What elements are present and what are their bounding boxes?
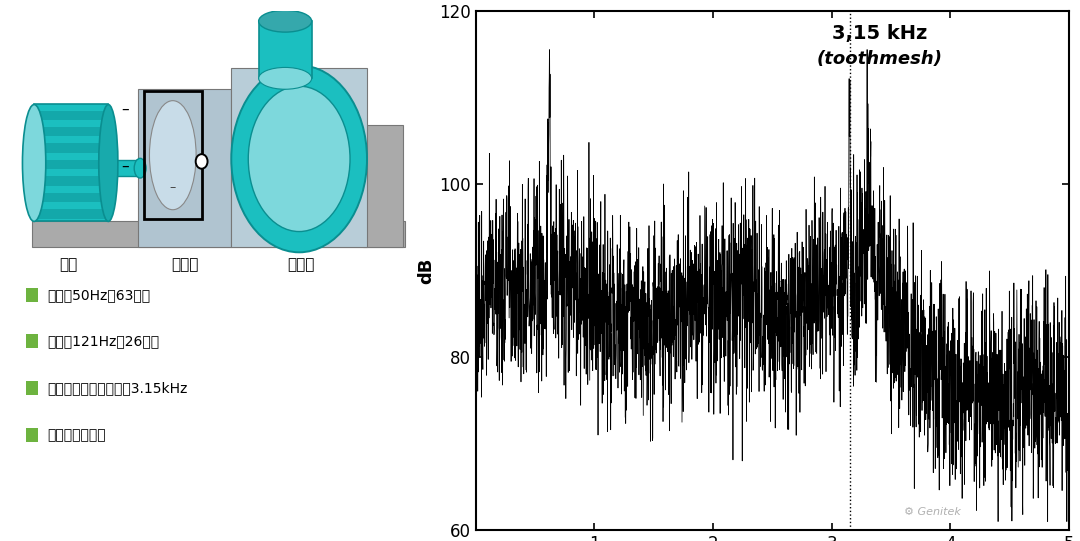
Text: –: – — [121, 159, 130, 174]
Text: –: – — [121, 102, 130, 117]
Text: (toothmesh): (toothmesh) — [816, 50, 942, 68]
Ellipse shape — [231, 65, 367, 252]
Ellipse shape — [248, 86, 350, 232]
Text: 电机: 电机 — [59, 258, 77, 273]
Polygon shape — [35, 110, 108, 120]
Y-axis label: dB: dB — [417, 258, 435, 283]
Ellipse shape — [134, 159, 146, 178]
Polygon shape — [26, 288, 39, 302]
Ellipse shape — [98, 104, 118, 221]
Polygon shape — [35, 193, 108, 202]
Circle shape — [195, 154, 207, 169]
Polygon shape — [26, 428, 39, 442]
Polygon shape — [231, 68, 367, 247]
Polygon shape — [35, 104, 108, 221]
Ellipse shape — [258, 68, 312, 89]
Polygon shape — [35, 127, 108, 136]
Text: 频谱图中看到啬合频獴3.15kHz: 频谱图中看到啬合频獴3.15kHz — [46, 381, 187, 395]
Polygon shape — [35, 176, 108, 186]
Ellipse shape — [258, 10, 312, 32]
Text: 离心泵: 离心泵 — [287, 258, 315, 273]
Polygon shape — [35, 143, 108, 153]
Text: 水泵转121Hz，26个齿: 水泵转121Hz，26个齿 — [46, 335, 159, 348]
Ellipse shape — [23, 104, 45, 221]
Text: 看不清周期结构: 看不清周期结构 — [46, 428, 106, 442]
Ellipse shape — [149, 101, 197, 210]
Polygon shape — [26, 381, 39, 395]
Text: 3,15 kHz: 3,15 kHz — [832, 24, 927, 43]
Polygon shape — [26, 334, 39, 348]
Text: 电机轧50Hz，63个齿: 电机轧50Hz，63个齿 — [46, 288, 150, 302]
Text: 齿轮箱: 齿轮箱 — [171, 258, 199, 273]
Polygon shape — [32, 221, 405, 247]
Polygon shape — [35, 160, 108, 169]
Polygon shape — [259, 21, 312, 78]
Polygon shape — [138, 89, 231, 247]
Polygon shape — [363, 125, 403, 247]
Text: –: – — [170, 181, 176, 194]
Polygon shape — [108, 160, 138, 176]
Text: ⚙ Genitek: ⚙ Genitek — [904, 507, 961, 517]
Polygon shape — [35, 209, 108, 219]
